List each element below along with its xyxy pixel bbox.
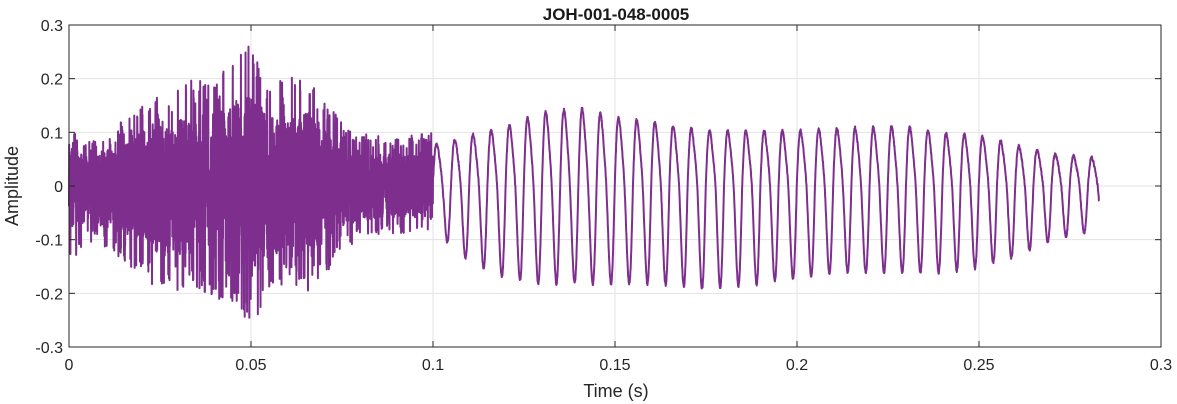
x-axis-label: Time (s)	[583, 381, 648, 401]
y-tick-label: 0.2	[41, 72, 63, 89]
x-tick-label: 0.25	[963, 357, 994, 374]
x-tick-label: 0.15	[599, 357, 630, 374]
y-tick-label: 0.1	[41, 125, 63, 142]
x-tick-label: 0.1	[422, 357, 444, 374]
y-tick-label: 0	[54, 179, 63, 196]
x-tick-label: 0.05	[235, 357, 266, 374]
x-tick-label: 0.3	[1150, 357, 1172, 374]
y-axis-ticks: -0.3 -0.2 -0.1 0 0.1 0.2 0.3	[35, 18, 1161, 357]
y-axis-label: Amplitude	[2, 146, 22, 226]
chart-title: JOH-001-048-0005	[543, 5, 689, 24]
y-tick-label: 0.3	[41, 18, 63, 35]
y-tick-label: -0.2	[35, 286, 63, 303]
y-tick-label: -0.3	[35, 340, 63, 357]
x-tick-label: 0.2	[786, 357, 808, 374]
y-tick-label: -0.1	[35, 233, 63, 250]
x-axis-ticks: 0 0.05 0.1 0.15 0.2 0.25 0.3	[65, 25, 1172, 374]
plot-area	[68, 45, 1100, 319]
waveform-line	[68, 45, 1100, 319]
x-tick-label: 0	[65, 357, 74, 374]
